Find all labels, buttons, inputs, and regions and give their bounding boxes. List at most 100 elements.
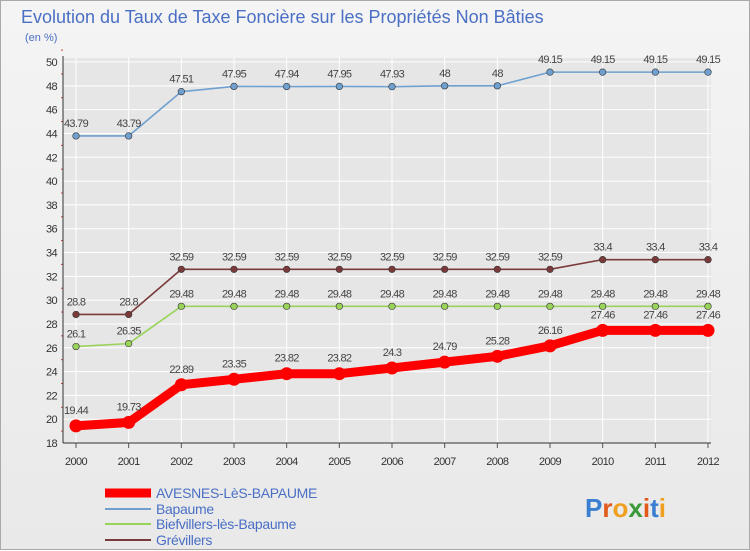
data-label: 29.48 <box>538 288 563 300</box>
data-point <box>332 367 346 381</box>
logo-letter: P <box>585 493 602 523</box>
data-point <box>125 339 133 348</box>
data-label: 32.59 <box>380 251 405 263</box>
data-label: 32.59 <box>222 251 247 263</box>
data-label: 47.95 <box>222 68 247 80</box>
data-point <box>651 68 659 76</box>
data-label: 29.48 <box>169 288 194 300</box>
data-label: 19.73 <box>117 401 142 413</box>
data-point <box>704 302 712 310</box>
logo-letter: o <box>612 493 628 523</box>
chart-subtitle: (en %) <box>25 32 57 44</box>
data-point <box>125 132 133 140</box>
data-label: 32.59 <box>538 251 563 263</box>
x-tick-label: 2008 <box>486 456 509 468</box>
data-label: 27.46 <box>643 309 668 321</box>
x-tick-label: 2001 <box>118 456 141 468</box>
data-point <box>493 302 501 310</box>
data-label: 43.79 <box>64 118 89 130</box>
data-point <box>69 419 83 433</box>
x-tick-label: 2012 <box>697 456 720 468</box>
x-tick-label: 2003 <box>223 456 246 468</box>
x-tick-label: 2004 <box>276 456 299 468</box>
data-point <box>648 323 662 337</box>
y-tick-label: 40 <box>46 176 58 188</box>
data-label: 24.3 <box>383 347 402 359</box>
data-point <box>441 82 449 90</box>
data-point <box>335 82 343 91</box>
data-point <box>177 88 185 96</box>
data-point <box>230 265 238 273</box>
data-point <box>596 323 610 337</box>
logo-letter: x <box>628 493 643 523</box>
data-point <box>543 339 557 353</box>
data-label: 48 <box>492 68 503 80</box>
data-label: 29.48 <box>433 288 458 300</box>
data-point <box>388 265 396 273</box>
logo-letter: r <box>602 493 612 523</box>
data-label: 32.59 <box>275 251 300 263</box>
data-label: 49.15 <box>591 54 616 66</box>
data-label: 28.8 <box>119 296 138 308</box>
legend-label: Biefvillers-lès-Bapaume <box>156 516 297 532</box>
data-label: 26.1 <box>67 329 86 341</box>
data-point <box>177 302 185 310</box>
data-label: 32.59 <box>327 251 352 263</box>
data-point <box>174 378 188 392</box>
data-label: 47.51 <box>169 74 194 86</box>
data-label: 29.48 <box>380 288 405 300</box>
data-point <box>546 302 554 310</box>
data-label: 32.59 <box>433 251 458 263</box>
data-label: 25.28 <box>485 335 510 347</box>
data-point <box>441 265 449 273</box>
data-label: 47.93 <box>380 69 405 81</box>
data-label: 26.35 <box>117 326 142 338</box>
data-point <box>493 265 501 273</box>
data-label: 27.46 <box>696 309 721 321</box>
logo-letter: i <box>643 493 650 523</box>
data-label: 33.4 <box>699 242 718 254</box>
data-label: 28.8 <box>67 296 86 308</box>
data-label: 49.15 <box>696 54 721 66</box>
data-label: 47.95 <box>327 68 352 80</box>
data-label: 29.48 <box>696 288 721 300</box>
data-point <box>546 68 554 76</box>
data-label: 33.4 <box>646 242 665 254</box>
data-point <box>438 355 452 369</box>
data-label: 19.44 <box>64 405 89 417</box>
data-label: 29.48 <box>275 288 300 300</box>
chart-title: Evolution du Taux de Taxe Foncière sur l… <box>21 7 544 27</box>
data-label: 23.82 <box>275 353 300 365</box>
data-point <box>335 302 343 310</box>
data-point <box>388 83 396 91</box>
x-tick-label: 2005 <box>328 456 351 468</box>
y-tick-label: 48 <box>46 81 58 93</box>
legend-label: Grévillers <box>156 532 212 548</box>
data-label: 23.82 <box>327 353 352 365</box>
data-point <box>546 265 554 273</box>
x-tick-label: 2009 <box>539 456 562 468</box>
legend-label: Bapaume <box>156 501 214 517</box>
data-label: 49.15 <box>538 54 563 66</box>
y-tick-label: 36 <box>46 224 58 236</box>
data-label: 32.59 <box>485 251 510 263</box>
data-point <box>385 361 399 375</box>
data-point <box>441 302 449 310</box>
logo-letter: t <box>650 493 659 523</box>
data-point <box>651 302 659 310</box>
y-tick-label: 32 <box>46 271 58 283</box>
proxiti-logo: Proxiti <box>585 493 666 523</box>
x-tick-label: 2010 <box>592 456 615 468</box>
x-tick-label: 2000 <box>65 456 88 468</box>
series-layer <box>69 68 715 433</box>
data-labels-layer: 43.79 43.79 47.51 47.95 47.94 47.95 47.93 48 48 4… <box>64 54 721 417</box>
data-point <box>651 256 659 264</box>
axes-layer: 18 20 22 24 26 28 30 32 34 36 38 40 42 44 46 48 50 2000 20… <box>46 49 720 468</box>
data-label: 32.59 <box>169 251 194 263</box>
data-label: 26.16 <box>538 325 563 337</box>
y-tick-label: 28 <box>46 319 58 331</box>
data-point <box>125 310 133 319</box>
y-tick-label: 42 <box>46 152 58 164</box>
